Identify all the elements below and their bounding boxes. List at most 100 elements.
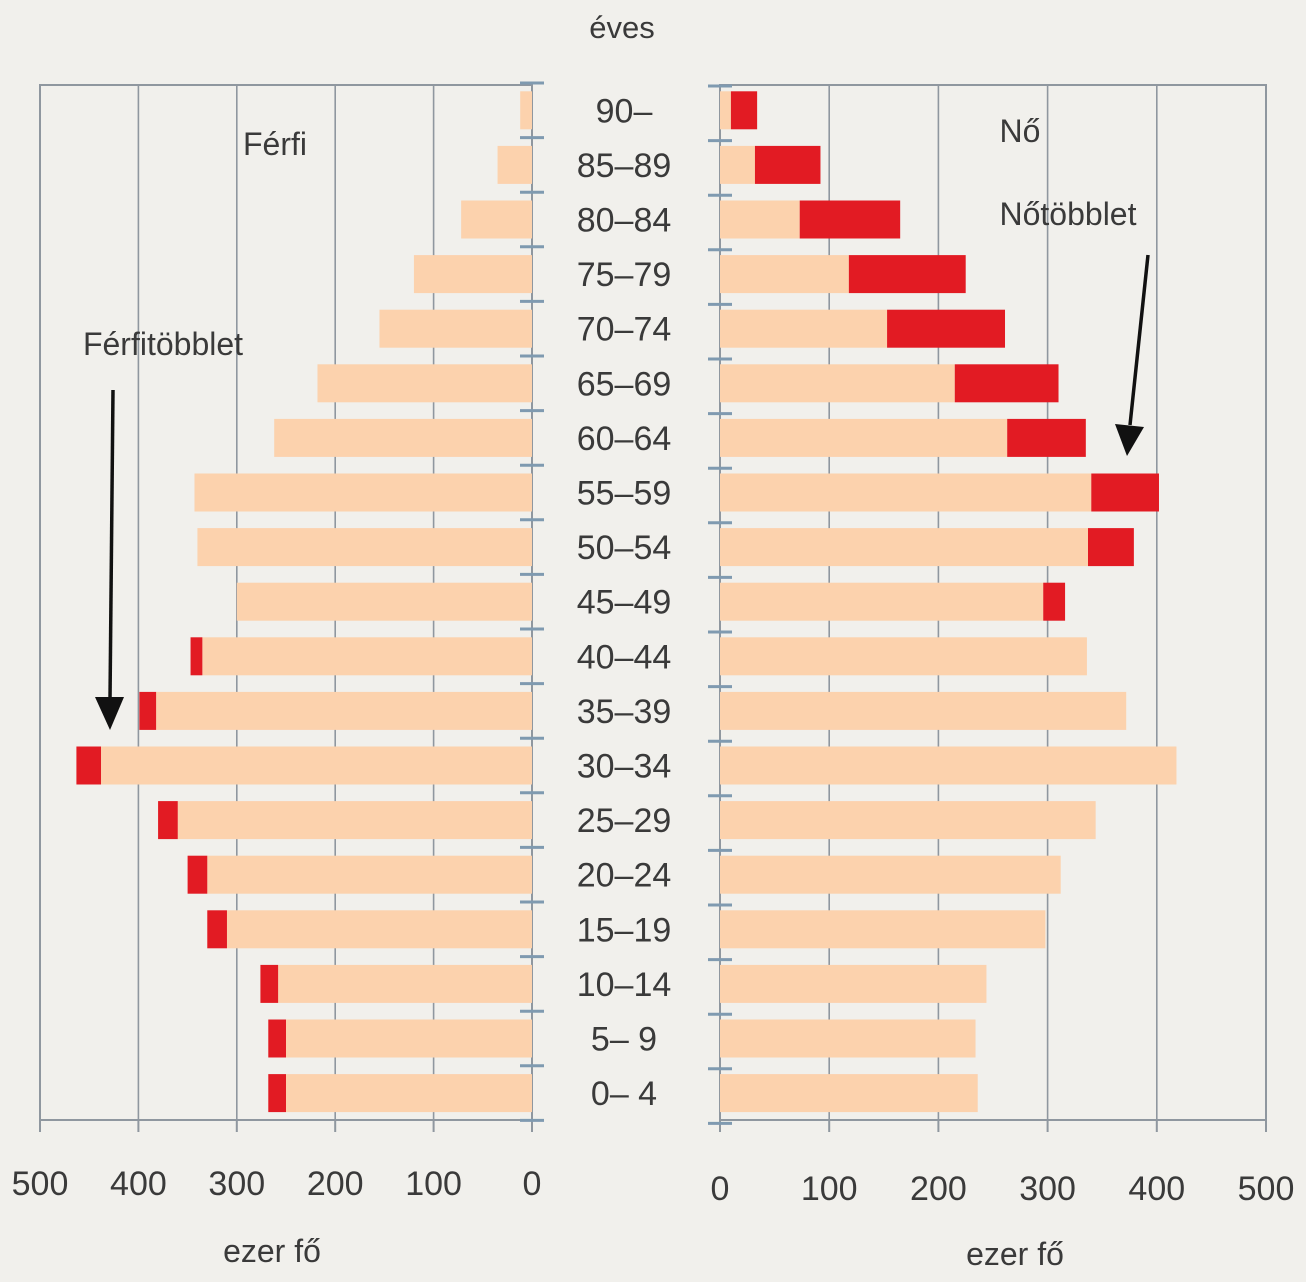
left-bar-surplus — [260, 964, 279, 1003]
left-bar-base — [156, 691, 532, 730]
right-tick-label: 500 — [1238, 1170, 1295, 1208]
right-bar-surplus — [848, 255, 966, 294]
right-bar-surplus — [1088, 528, 1134, 567]
right-bar-base — [720, 637, 1087, 676]
left-bar-base — [317, 364, 532, 403]
age-group-label: 35–39 — [577, 693, 672, 731]
left-bar-base — [497, 145, 532, 184]
left-bar-base — [236, 582, 533, 621]
male-surplus-arrow-head — [95, 697, 124, 730]
right-bar-base — [720, 91, 731, 130]
left-bar-base — [286, 1019, 532, 1058]
left-bar-surplus — [268, 1074, 286, 1113]
right-bar-base — [720, 801, 1096, 840]
right-bar-base — [720, 855, 1061, 894]
age-group-label: 20–24 — [577, 857, 672, 895]
right-bar-surplus — [954, 364, 1059, 403]
left-bar-base — [379, 309, 532, 348]
right-bar-surplus — [1043, 582, 1066, 621]
left-bar-base — [274, 418, 532, 457]
left-bar-surplus — [207, 910, 227, 949]
age-group-label: 75–79 — [577, 256, 672, 294]
left-tick-label: 400 — [110, 1165, 167, 1203]
age-group-label: 80–84 — [577, 202, 672, 240]
left-bar-surplus — [139, 691, 157, 730]
age-group-label: 45–49 — [577, 584, 672, 622]
age-group-label: 70–74 — [577, 311, 672, 349]
right-tick-label: 0 — [711, 1170, 730, 1208]
left-bar-base — [286, 1074, 532, 1113]
left-bar-base — [520, 91, 532, 130]
left-tick-label: 0 — [523, 1165, 542, 1203]
right-panel-label: Nő — [1000, 113, 1041, 149]
age-group-label: 65–69 — [577, 365, 672, 403]
left-bar-surplus — [158, 801, 178, 840]
right-bar-base — [720, 582, 1044, 621]
age-group-label: 15–19 — [577, 911, 672, 949]
right-bar-base — [720, 364, 955, 403]
left-bar-base — [226, 910, 532, 949]
female-surplus-arrow-shaft — [1128, 254, 1150, 426]
right-tick-label: 200 — [910, 1170, 967, 1208]
right-bar-base — [720, 1019, 976, 1058]
female-surplus-arrow-head — [1115, 424, 1144, 456]
left-bar-base — [461, 200, 532, 239]
right-bar-base — [720, 200, 800, 239]
right-bar-base — [720, 528, 1089, 567]
right-bar-base — [720, 309, 888, 348]
left-bar-base — [101, 746, 533, 785]
right-tick-label: 300 — [1019, 1170, 1076, 1208]
age-group-label: 60–64 — [577, 420, 672, 458]
age-group-label: 0– 4 — [591, 1075, 657, 1113]
left-tick-label: 100 — [405, 1165, 462, 1203]
left-bar-surplus — [76, 746, 102, 785]
age-group-label: 25–29 — [577, 802, 672, 840]
age-group-label: 40–44 — [577, 638, 672, 676]
right-bar-base — [720, 691, 1127, 730]
right-bar-surplus — [799, 200, 901, 239]
right-bar-surplus — [887, 309, 1006, 348]
right-tick-label: 100 — [801, 1170, 858, 1208]
male-surplus-arrow-shaft — [108, 389, 115, 701]
age-group-label: 55–59 — [577, 475, 672, 513]
left-bar-base — [197, 528, 532, 567]
right-bar-base — [720, 145, 755, 184]
right-tick-label: 400 — [1128, 1170, 1185, 1208]
age-unit-label: éves — [589, 10, 654, 45]
left-bar-base — [194, 473, 532, 512]
left-bar-surplus — [190, 637, 203, 676]
right-bar-surplus — [754, 145, 821, 184]
male-surplus-annotation: Férfitöbblet — [83, 326, 243, 362]
right-bar-surplus — [1091, 473, 1159, 512]
right-bar-base — [720, 964, 987, 1003]
left-bar-base — [278, 964, 532, 1003]
right-bar-surplus — [1007, 418, 1086, 457]
age-group-label: 90– — [596, 92, 653, 130]
right-x-axis-title: ezer fő — [966, 1236, 1064, 1272]
right-bar-base — [720, 910, 1046, 949]
right-bar-base — [720, 418, 1008, 457]
age-group-label: 85–89 — [577, 147, 672, 185]
right-bar-base — [720, 473, 1092, 512]
left-x-axis-title: ezer fő — [223, 1233, 321, 1269]
left-tick-label: 300 — [208, 1165, 265, 1203]
age-group-label: 30–34 — [577, 748, 672, 786]
left-tick-label: 500 — [12, 1165, 69, 1203]
left-bar-base — [177, 801, 532, 840]
age-group-label: 5– 9 — [591, 1021, 657, 1059]
left-bar-surplus — [268, 1019, 286, 1058]
left-bar-base — [207, 855, 532, 894]
age-group-label: 50–54 — [577, 529, 672, 567]
right-bar-base — [720, 255, 849, 294]
left-panel-label: Férfi — [243, 126, 307, 162]
age-group-label: 10–14 — [577, 966, 672, 1004]
right-bar-base — [720, 746, 1177, 785]
left-bar-surplus — [187, 855, 208, 894]
left-bar-base — [202, 637, 533, 676]
right-bar-base — [720, 1074, 978, 1113]
left-bar-base — [413, 255, 532, 294]
left-tick-label: 200 — [307, 1165, 364, 1203]
right-bar-surplus — [730, 91, 758, 130]
